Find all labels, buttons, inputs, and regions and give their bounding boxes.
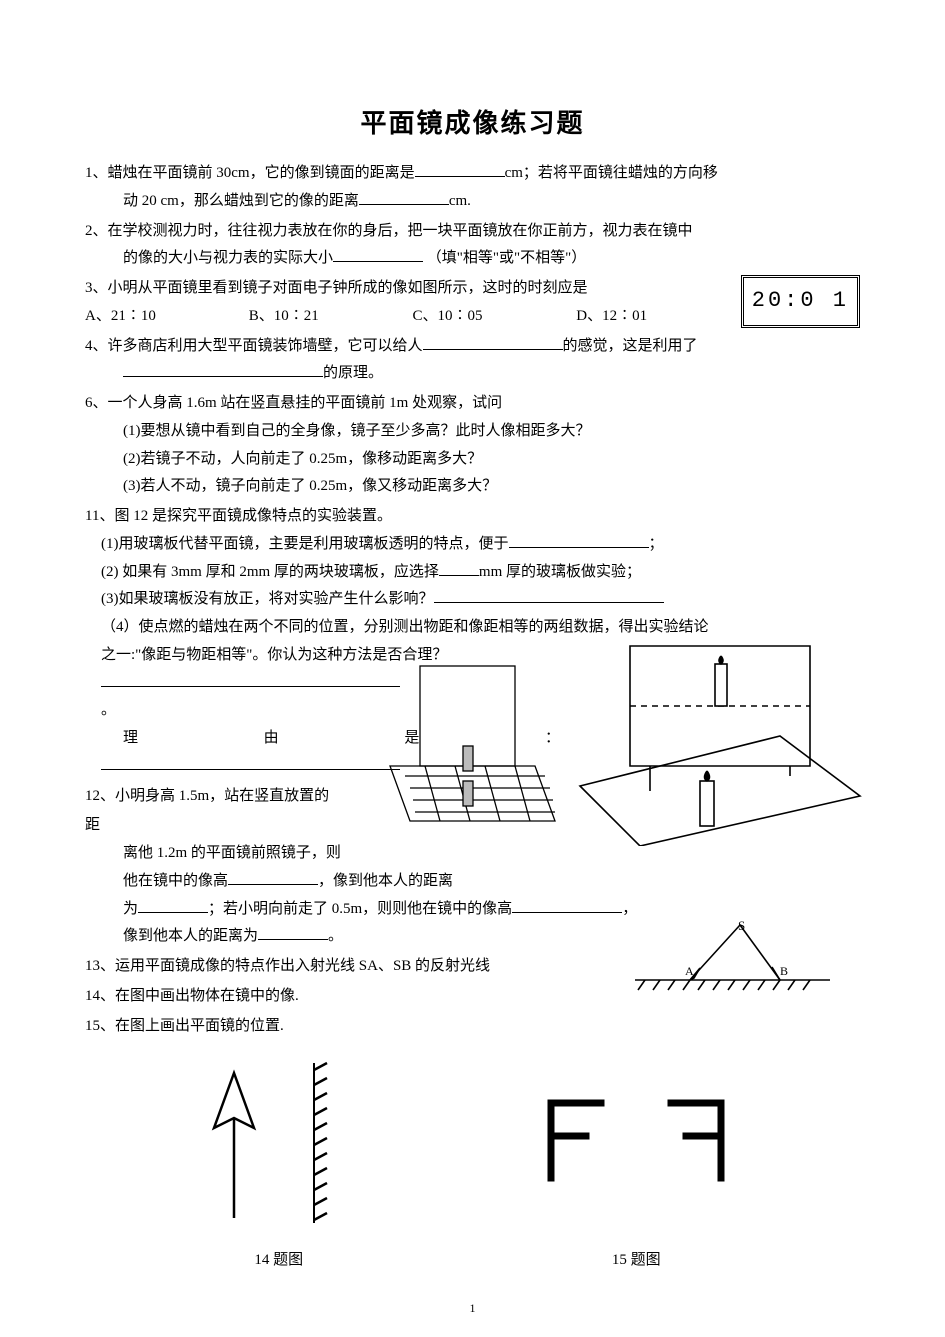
q12-text-3b: ，像到他本人的距离: [318, 873, 453, 889]
q11-sub-1b: ；: [649, 536, 664, 552]
q4-text-2: 的原理。: [323, 365, 383, 381]
q15-text: 在图上画出平面镜的位置.: [115, 1018, 284, 1034]
blank: [138, 898, 208, 913]
q1-text-1a: 蜡烛在平面镜前 30cm，它的像到镜面的距离是: [108, 165, 415, 181]
figure-14-caption: 14 题图: [179, 1247, 379, 1275]
blank: [512, 898, 622, 913]
q4-label: 4、: [85, 338, 108, 354]
q3-label: 3、: [85, 280, 108, 296]
q11-sub-3a: (3)如果玻璃板没有放正，将对实验产生什么影响？: [101, 591, 434, 607]
blank: [509, 533, 649, 548]
q6-text-1: 一个人身高 1.6m 站在竖直悬挂的平面镜前 1m 处观察，试问: [108, 395, 503, 411]
question-4: 4、许多商店利用大型平面镜装饰墙壁，它可以给人 的感觉，这是利用了 的原理。: [85, 333, 860, 389]
blank: [258, 925, 328, 940]
blank: [434, 588, 664, 603]
blank: [333, 247, 423, 262]
q3-option-b: B、10∶21: [249, 303, 409, 331]
bottom-figures-row: 14 题图 15 题图: [85, 1058, 860, 1275]
q12-text-2: 离他 1.2m 的平面镜前照镜子，则: [123, 845, 341, 861]
q12-text-4b: ；若小明向前走了 0.5m，则则他在镜中的像高: [208, 901, 512, 917]
q13-diagram: S A B: [630, 920, 840, 1011]
reason-char-2: 由: [264, 725, 279, 753]
blank: [101, 672, 400, 687]
blank: [439, 561, 479, 576]
q15-label: 15、: [85, 1018, 115, 1034]
question-15: 15、在图上画出平面镜的位置.: [85, 1013, 860, 1041]
q1-text-1b: cm；若将平面镜往蜡烛的方向移: [505, 165, 718, 181]
clock-image: 20:0 1: [741, 275, 860, 328]
reason-char-1: 理: [123, 725, 138, 753]
question-1: 1、蜡烛在平面镜前 30cm，它的像到镜面的距离是 cm；若将平面镜往蜡烛的方向移…: [85, 160, 860, 216]
q12-text-4c: ，: [622, 901, 637, 917]
q2-text-1: 在学校测视力时，往往视力表放在你的身后，把一块平面镜放在你正前方，视力表在镜中: [108, 223, 693, 239]
q12-text-1: 小明身高 1.5m，站在竖直放置的: [115, 788, 329, 804]
q12-text-5a: 像到他本人的距离为: [123, 928, 258, 944]
blank: [123, 362, 323, 377]
figure-15: 15 题图: [506, 1058, 766, 1275]
q3-option-c: C、10∶05: [413, 303, 573, 331]
q12-text-5b: 。: [328, 928, 343, 944]
q13-label: 13、: [85, 958, 115, 974]
figure-14: 14 题图: [179, 1058, 379, 1275]
q3-option-d: D、12∶01: [576, 303, 736, 331]
q11-sub-2a: (2) 如果有 3mm 厚和 2mm 厚的两块玻璃板，应选择: [101, 564, 439, 580]
q3-option-a: A、21∶10: [85, 303, 245, 331]
q11-sub-1a: (1)用玻璃板代替平面镜，主要是利用玻璃板透明的特点，便于: [101, 536, 509, 552]
q1-label: 1、: [85, 165, 108, 181]
q1-text-2b: cm.: [449, 193, 471, 209]
q4-text-1b: 的感觉，这是利用了: [563, 338, 698, 354]
question-2: 2、在学校测视力时，往往视力表放在你的身后，把一块平面镜放在你正前方，视力表在镜…: [85, 218, 860, 274]
q14-label: 14、: [85, 988, 115, 1004]
page-title: 平面镜成像练习题: [85, 100, 860, 148]
q3-text: 小明从平面镜里看到镜子对面电子钟所成的像如图所示，这时的时刻应是: [108, 280, 588, 296]
q6-sub-3: (3)若人不动，镜子向前走了 0.25m，像又移动距离多大？: [85, 473, 860, 501]
svg-text:S: S: [738, 920, 745, 933]
q1-text-2a: 动 20 cm，那么蜡烛到它的像的距离: [123, 193, 359, 209]
blank: [423, 335, 563, 350]
svg-text:A: A: [685, 964, 694, 978]
q4-text-1a: 许多商店利用大型平面镜装饰墙壁，它可以给人: [108, 338, 423, 354]
q12-label: 12、: [85, 788, 115, 804]
q11-sub-2b: mm 厚的玻璃板做实验；: [479, 564, 641, 580]
q6-label: 6、: [85, 395, 108, 411]
q14-text: 在图中画出物体在镜中的像.: [115, 988, 299, 1004]
q2-text-2b: （填"相等"或"不相等"）: [427, 250, 587, 266]
svg-text:B: B: [780, 964, 788, 978]
q11-text-1: 图 12 是探究平面镜成像特点的实验装置。: [114, 508, 392, 524]
q6-sub-1: (1)要想从镜中看到自己的全身像，镜子至少多高？此时人像相距多大？: [85, 418, 860, 446]
q2-label: 2、: [85, 223, 108, 239]
q12-text-4a: 为: [123, 901, 138, 917]
page-number: 1: [0, 1297, 945, 1319]
q12-text-3a: 他在镜中的像高: [123, 873, 228, 889]
experiment-diagram: [385, 616, 865, 846]
blank: [101, 755, 400, 770]
blank: [228, 870, 318, 885]
q13-text: 运用平面镜成像的特点作出入射光线 SA、SB 的反射光线: [115, 958, 490, 974]
q11-label: 11、: [85, 508, 114, 524]
blank: [359, 190, 449, 205]
question-6: 6、一个人身高 1.6m 站在竖直悬挂的平面镜前 1m 处观察，试问 (1)要想…: [85, 390, 860, 501]
figure-15-caption: 15 题图: [506, 1247, 766, 1275]
q6-sub-2: (2)若镜子不动，人向前走了 0.25m，像移动距离多大？: [85, 446, 860, 474]
q2-text-2a: 的像的大小与视力表的实际大小: [123, 250, 333, 266]
blank: [415, 162, 505, 177]
